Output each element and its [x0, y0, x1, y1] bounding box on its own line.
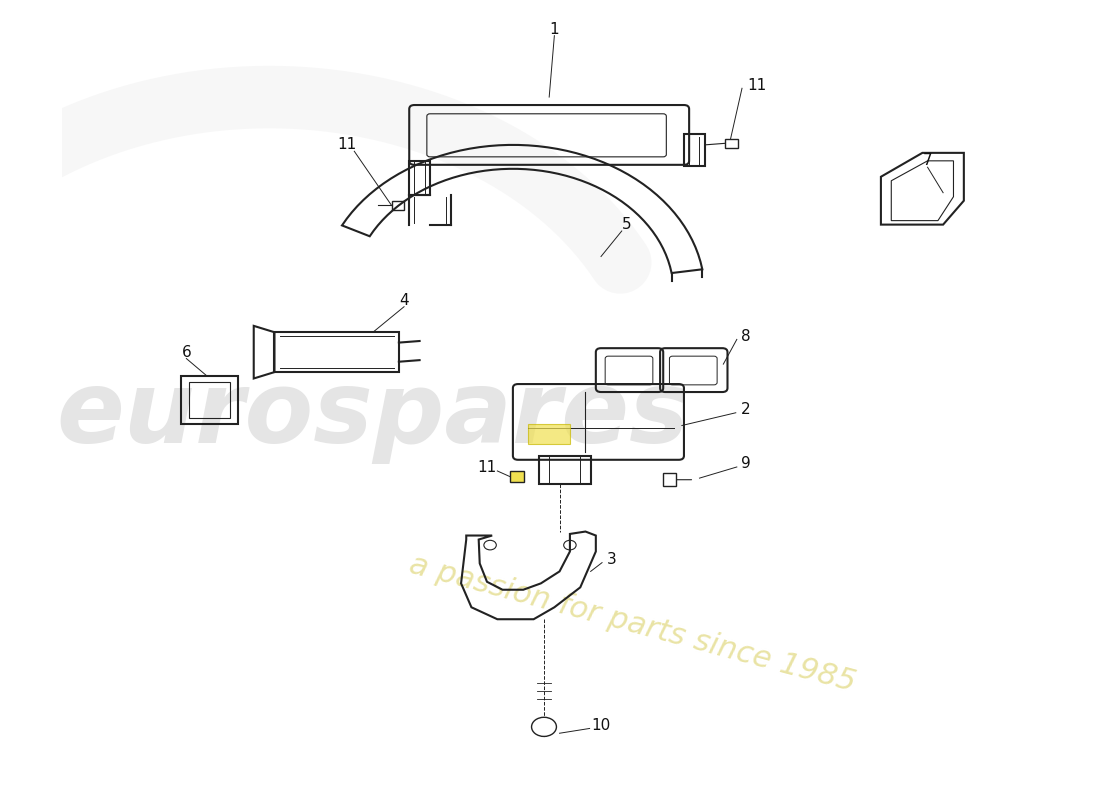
Polygon shape [509, 471, 525, 482]
Text: 6: 6 [182, 345, 191, 360]
Polygon shape [528, 424, 570, 444]
Polygon shape [392, 201, 404, 210]
Circle shape [531, 718, 557, 737]
Text: 1: 1 [550, 22, 559, 37]
Text: 11: 11 [338, 138, 356, 152]
Text: 4: 4 [399, 293, 409, 308]
Text: 11: 11 [747, 78, 766, 93]
Polygon shape [663, 474, 675, 486]
Text: 5: 5 [623, 217, 631, 232]
Text: 3: 3 [606, 552, 616, 567]
Text: a passion for parts since 1985: a passion for parts since 1985 [406, 550, 858, 697]
Text: 9: 9 [741, 456, 751, 471]
Text: 8: 8 [741, 329, 751, 344]
Text: 11: 11 [477, 460, 496, 475]
Text: eurospares: eurospares [56, 367, 690, 465]
Text: 10: 10 [592, 718, 611, 733]
Text: 2: 2 [741, 402, 751, 417]
Polygon shape [725, 138, 738, 148]
Text: 7: 7 [923, 154, 933, 168]
